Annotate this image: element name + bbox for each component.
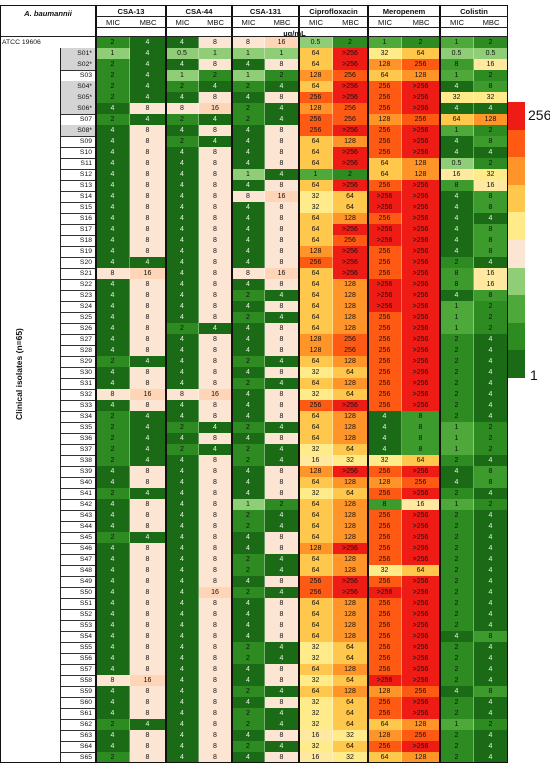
legend-step <box>508 254 525 268</box>
header-divider <box>96 16 508 17</box>
legend-step <box>508 240 525 254</box>
group-outline <box>96 5 166 763</box>
group-outline <box>440 5 508 763</box>
group-outline <box>299 5 368 763</box>
legend-step <box>508 281 525 295</box>
header-divider <box>96 27 508 28</box>
legend-min-label: 1 <box>530 367 538 383</box>
legend-step <box>508 171 525 185</box>
legend-step <box>508 199 525 213</box>
legend-max-label: 256 <box>528 107 550 123</box>
legend-step <box>508 143 525 157</box>
legend-step <box>508 364 525 378</box>
color-scale-legend <box>508 102 525 378</box>
legend-step <box>508 350 525 364</box>
legend-step <box>508 323 525 337</box>
legend-step <box>508 116 525 130</box>
legend-step <box>508 309 525 323</box>
legend-step <box>508 295 525 309</box>
clinical-isolates-label: Clinical isolates (n=65) <box>14 328 24 420</box>
legend-step <box>508 102 525 116</box>
legend-step <box>508 268 525 282</box>
legend-step <box>508 157 525 171</box>
group-outline <box>232 5 299 763</box>
legend-step <box>508 212 525 226</box>
group-outline <box>368 5 440 763</box>
group-outline <box>166 5 232 763</box>
legend-step <box>508 226 525 240</box>
legend-step <box>508 337 525 351</box>
legend-step <box>508 185 525 199</box>
legend-step <box>508 130 525 144</box>
